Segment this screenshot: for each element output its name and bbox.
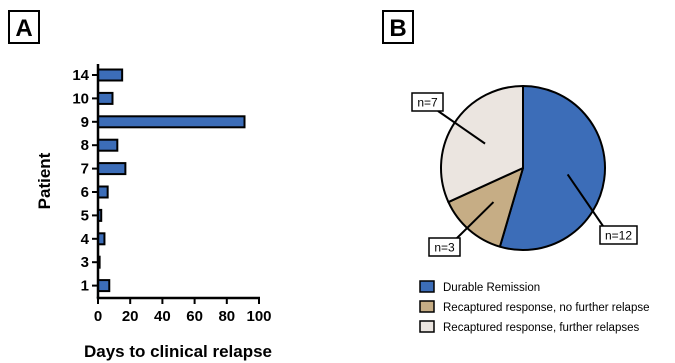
x-axis-title: Days to clinical relapse bbox=[84, 342, 272, 361]
pie-annotations: n=12 n=3 n=7 bbox=[411, 92, 638, 257]
bar-patient-1 bbox=[97, 279, 111, 293]
x-tick-label-100: 100 bbox=[246, 308, 271, 325]
legend-swatch-recaptured-response-no-further-relapse bbox=[419, 300, 435, 313]
pie-slices bbox=[440, 85, 606, 251]
y-tick-label-14: 14 bbox=[72, 67, 89, 84]
legend-swatch-durable-remission bbox=[419, 280, 435, 293]
pie-annotation-box-n-12 bbox=[599, 225, 638, 245]
bar-patient-14 bbox=[97, 68, 124, 82]
bar-chart: 14 10 9 8 7 6 5 4 3 1 0 20 40 60 80 100 Days to clinic… bbox=[35, 64, 272, 361]
pie-annotation-box-n-7 bbox=[411, 92, 444, 112]
bar-patient-10 bbox=[97, 91, 114, 105]
y-tick-label-9: 9 bbox=[81, 114, 89, 131]
panel-a-label: A bbox=[8, 10, 40, 44]
x-tick-label-60: 60 bbox=[186, 308, 203, 325]
pie-legend: Durable Remission Recaptured response, no… bbox=[419, 280, 649, 334]
y-tick-label-7: 7 bbox=[81, 161, 89, 178]
x-tick-labels: 0 20 40 60 80 100 bbox=[94, 308, 272, 325]
y-tick-label-3: 3 bbox=[81, 254, 89, 271]
y-tick-label-1: 1 bbox=[81, 278, 89, 295]
x-tick-label-80: 80 bbox=[218, 308, 235, 325]
y-axis-title: Patient bbox=[35, 152, 54, 209]
y-tick-label-8: 8 bbox=[81, 137, 89, 154]
pie-leader-line-n-12 bbox=[566, 173, 604, 227]
pie-slice-durable-remission bbox=[498, 85, 606, 251]
bar-patient-7 bbox=[97, 162, 127, 176]
panel-a-letter: A bbox=[15, 15, 32, 42]
pie-leader-line-n-3 bbox=[454, 201, 495, 241]
pie-annotation-box-n-3 bbox=[428, 237, 461, 257]
x-tick-label-0: 0 bbox=[94, 308, 102, 325]
legend-label-recaptured-response-no-further-relapse: Recaptured response, no further relapse bbox=[443, 302, 649, 314]
panel-b-letter: B bbox=[389, 15, 406, 42]
legend-label-recaptured-response-further-relapses: Recaptured response, further relapses bbox=[443, 322, 639, 334]
x-tick-label-40: 40 bbox=[154, 308, 171, 325]
x-tick-label-20: 20 bbox=[122, 308, 139, 325]
pie-annotation-n-7: n=7 bbox=[417, 96, 438, 110]
pie-chart: n=12 n=3 n=7 bbox=[411, 85, 638, 257]
legend-label-durable-remission: Durable Remission bbox=[443, 282, 540, 294]
bars bbox=[97, 68, 246, 293]
y-tick-label-5: 5 bbox=[81, 207, 89, 224]
y-tick-labels: 14 10 9 8 7 6 5 4 3 1 bbox=[72, 67, 89, 295]
y-tick-label-4: 4 bbox=[81, 231, 90, 248]
pie-slice-recaptured-response-further-relapses bbox=[440, 85, 524, 204]
pie-annotation-n-12: n=12 bbox=[605, 229, 632, 243]
bar-patient-8 bbox=[97, 138, 119, 152]
y-tick-label-6: 6 bbox=[81, 184, 89, 201]
pie-annotation-n-3: n=3 bbox=[434, 241, 455, 255]
panel-b-label: B bbox=[382, 10, 414, 44]
bar-patient-9 bbox=[97, 115, 246, 129]
y-tick-label-10: 10 bbox=[72, 90, 89, 107]
legend-swatch-recaptured-response-further-relapses bbox=[419, 320, 435, 333]
pie-leader-line-n-7 bbox=[437, 110, 486, 145]
bar-patient-6 bbox=[97, 185, 109, 199]
